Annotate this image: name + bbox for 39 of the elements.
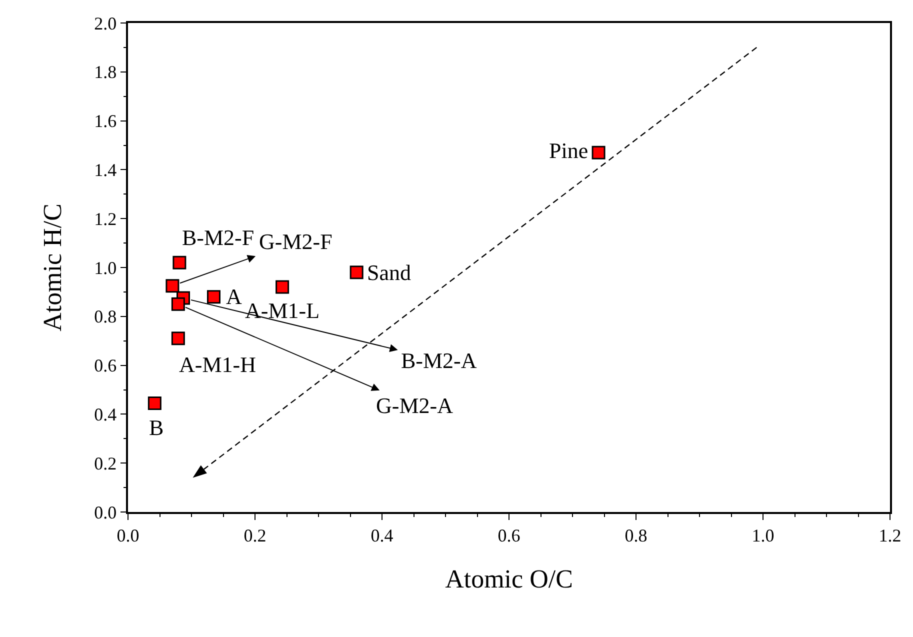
point [592, 146, 606, 160]
y-tick-label: 2.0 [94, 13, 117, 34]
annotation: Sand [367, 260, 411, 285]
point [172, 256, 186, 270]
annotation: G-M2-F [259, 229, 332, 254]
point [206, 290, 220, 304]
x-tick-label: 1.0 [752, 525, 774, 546]
x-tick-label: 0.0 [116, 525, 140, 546]
point [171, 297, 185, 311]
x-axis-title: Atomic O/C [445, 564, 573, 594]
annotation: B-M2-F [182, 225, 254, 250]
y-tick-label: 0.4 [94, 404, 117, 424]
y-tick-label: 0.2 [94, 453, 117, 474]
point [166, 279, 180, 293]
annotation: A [226, 284, 242, 309]
point [148, 396, 162, 410]
point [350, 266, 364, 280]
point [276, 280, 290, 294]
annotation: A-M1-H [179, 352, 256, 377]
annotation: B-M2-A [401, 348, 477, 373]
y-tick-label: 0.0 [94, 502, 117, 522]
x-tick-label: 0.2 [244, 525, 266, 546]
x-tick-label: 1.2 [878, 525, 902, 546]
y-tick-label: 0.8 [94, 306, 117, 327]
x-tick-label: 0.6 [498, 525, 520, 546]
y-tick-label: 1.2 [94, 208, 117, 229]
y-axis-title: Atomic H/C [38, 204, 68, 332]
x-tick-label: 0.8 [624, 525, 648, 546]
y-tick-label: 1.4 [94, 160, 117, 180]
y-tick-label: 1.0 [94, 258, 117, 278]
x-tick-label: 0.4 [370, 525, 394, 546]
y-tick-label: 1.8 [94, 62, 117, 82]
annotation: Pine [549, 138, 588, 163]
y-tick-label: 0.6 [94, 356, 117, 376]
annotation: B [149, 415, 164, 440]
point [171, 332, 185, 346]
annotation: A-M1-L [245, 298, 320, 323]
y-tick-label: 1.6 [94, 111, 117, 132]
annotation: G-M2-A [376, 393, 454, 418]
